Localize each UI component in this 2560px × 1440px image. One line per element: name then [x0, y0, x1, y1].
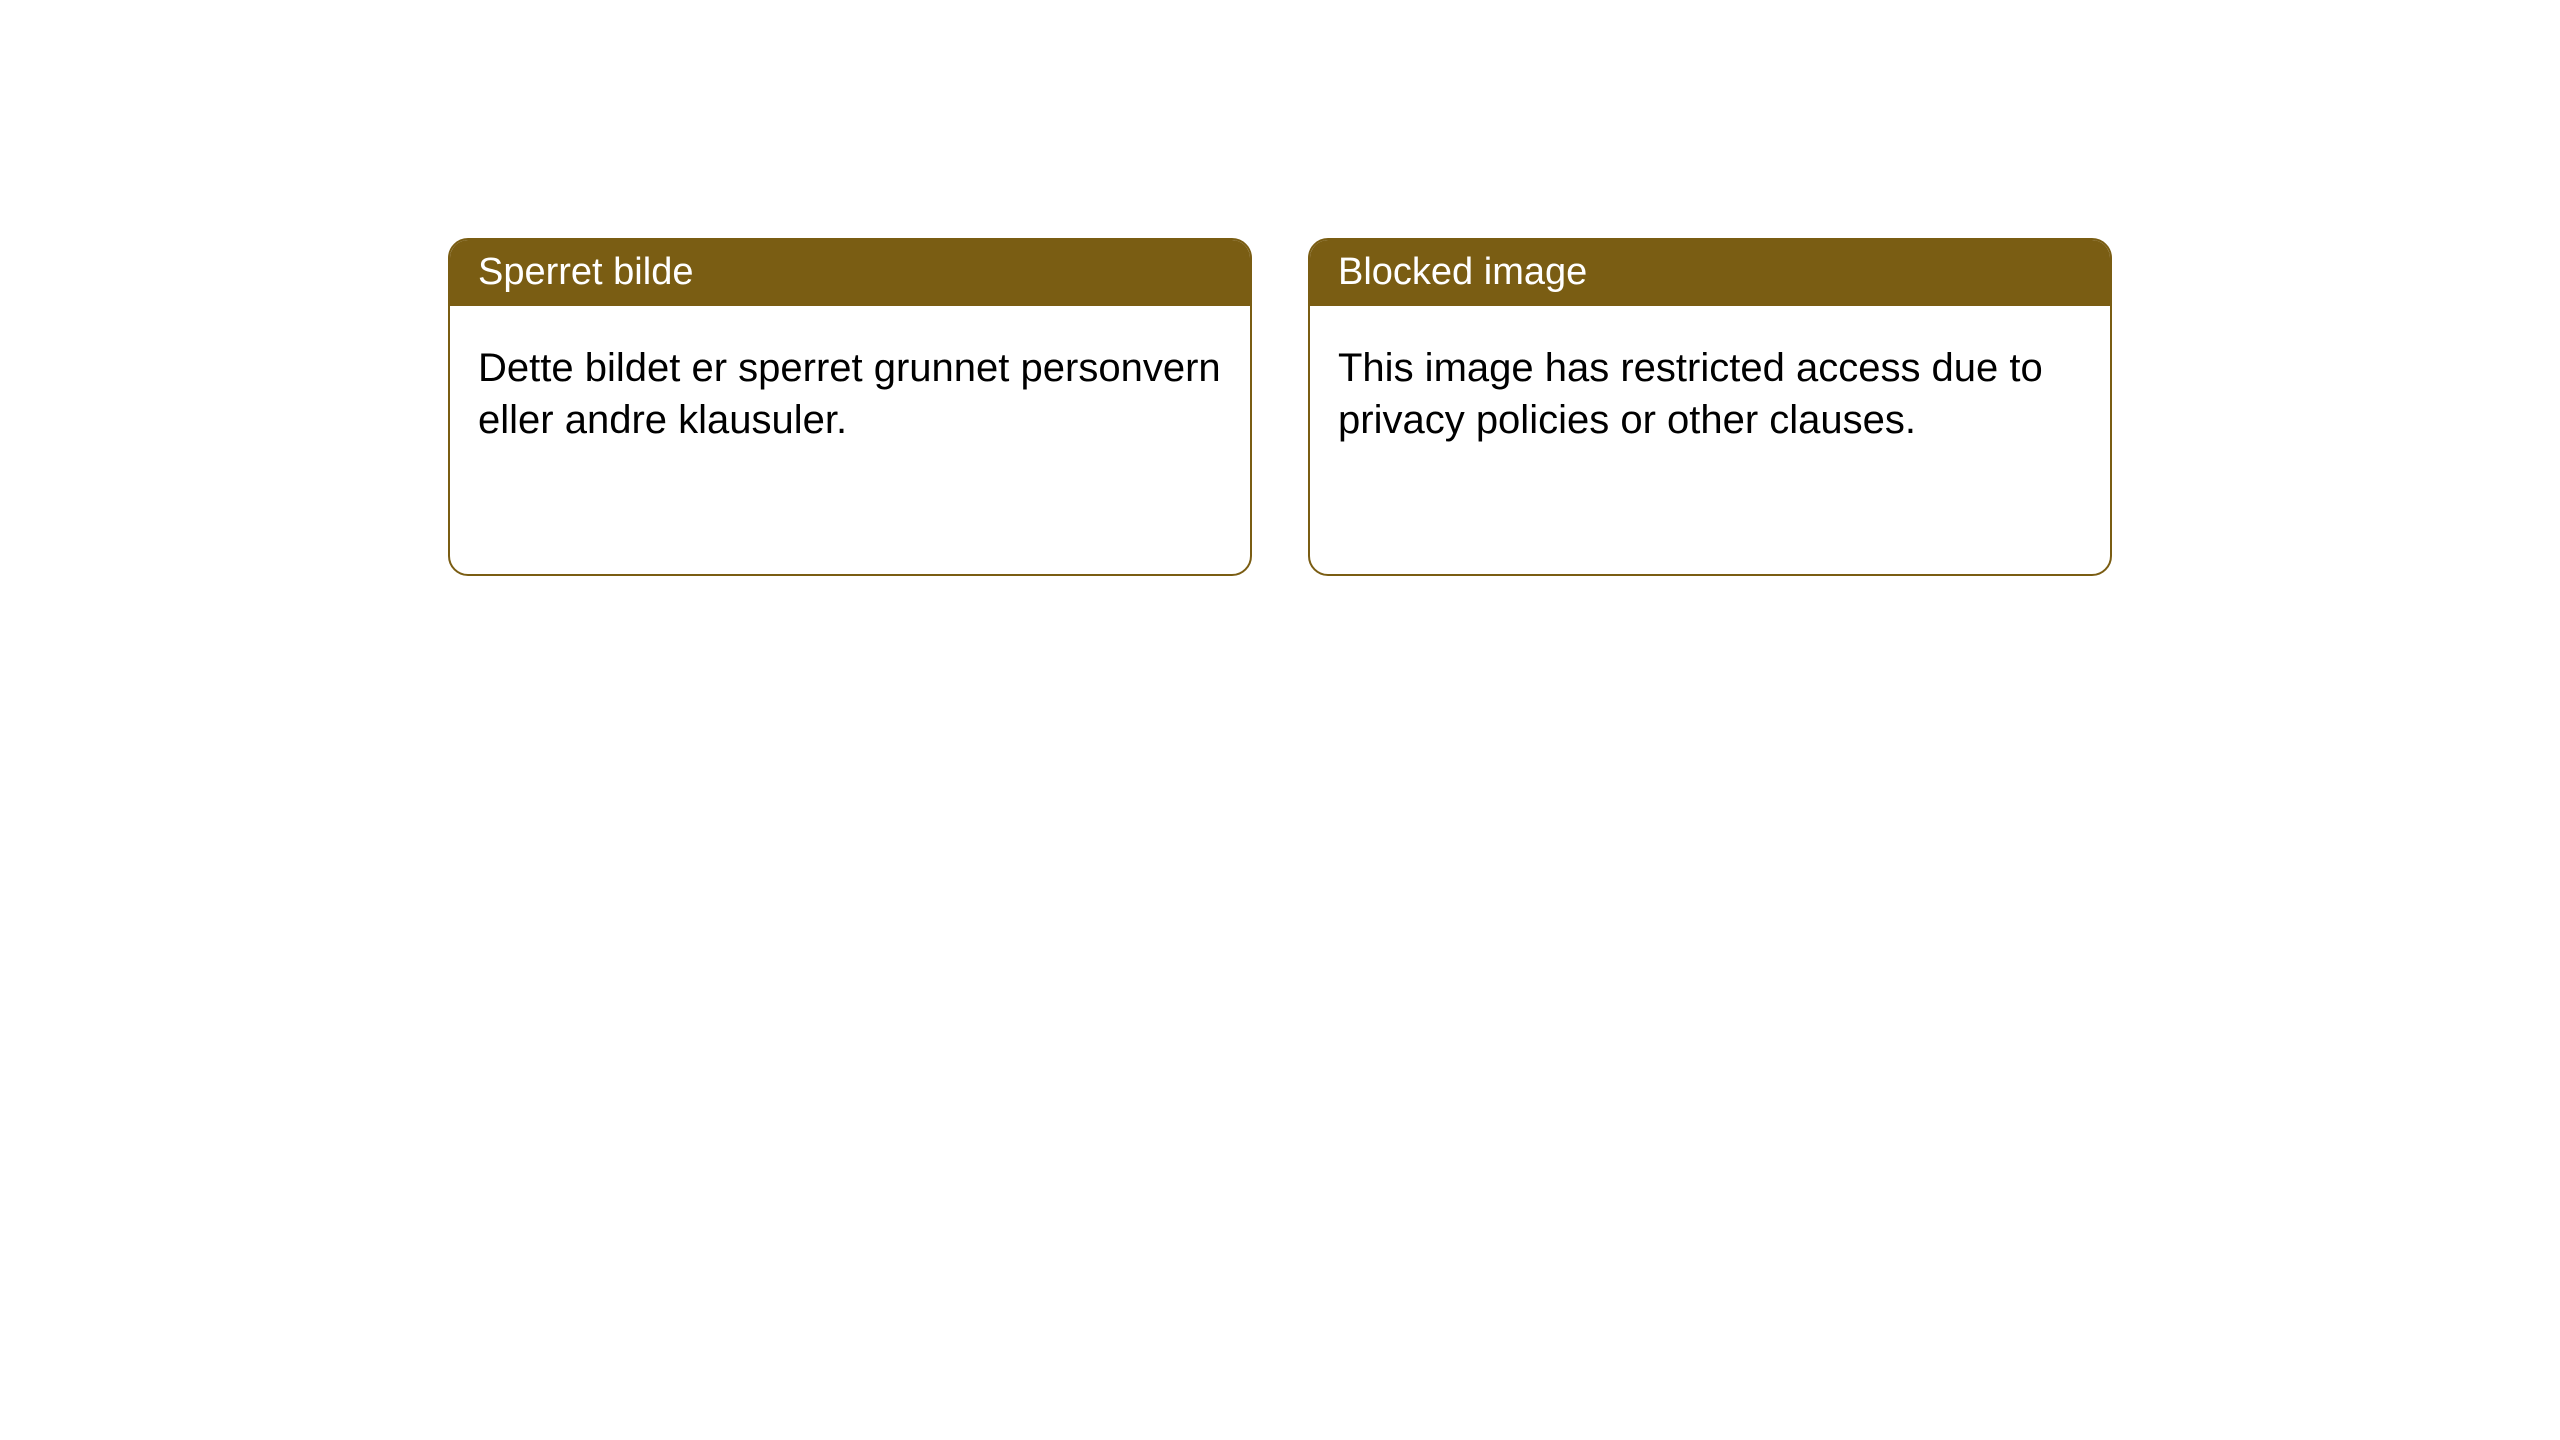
- notice-card-title: Blocked image: [1310, 240, 2110, 306]
- notice-cards-row: Sperret bilde Dette bildet er sperret gr…: [0, 0, 2560, 576]
- notice-card-english: Blocked image This image has restricted …: [1308, 238, 2112, 576]
- notice-card-title: Sperret bilde: [450, 240, 1250, 306]
- notice-card-norwegian: Sperret bilde Dette bildet er sperret gr…: [448, 238, 1252, 576]
- notice-card-body: Dette bildet er sperret grunnet personve…: [450, 306, 1250, 474]
- notice-card-body: This image has restricted access due to …: [1310, 306, 2110, 474]
